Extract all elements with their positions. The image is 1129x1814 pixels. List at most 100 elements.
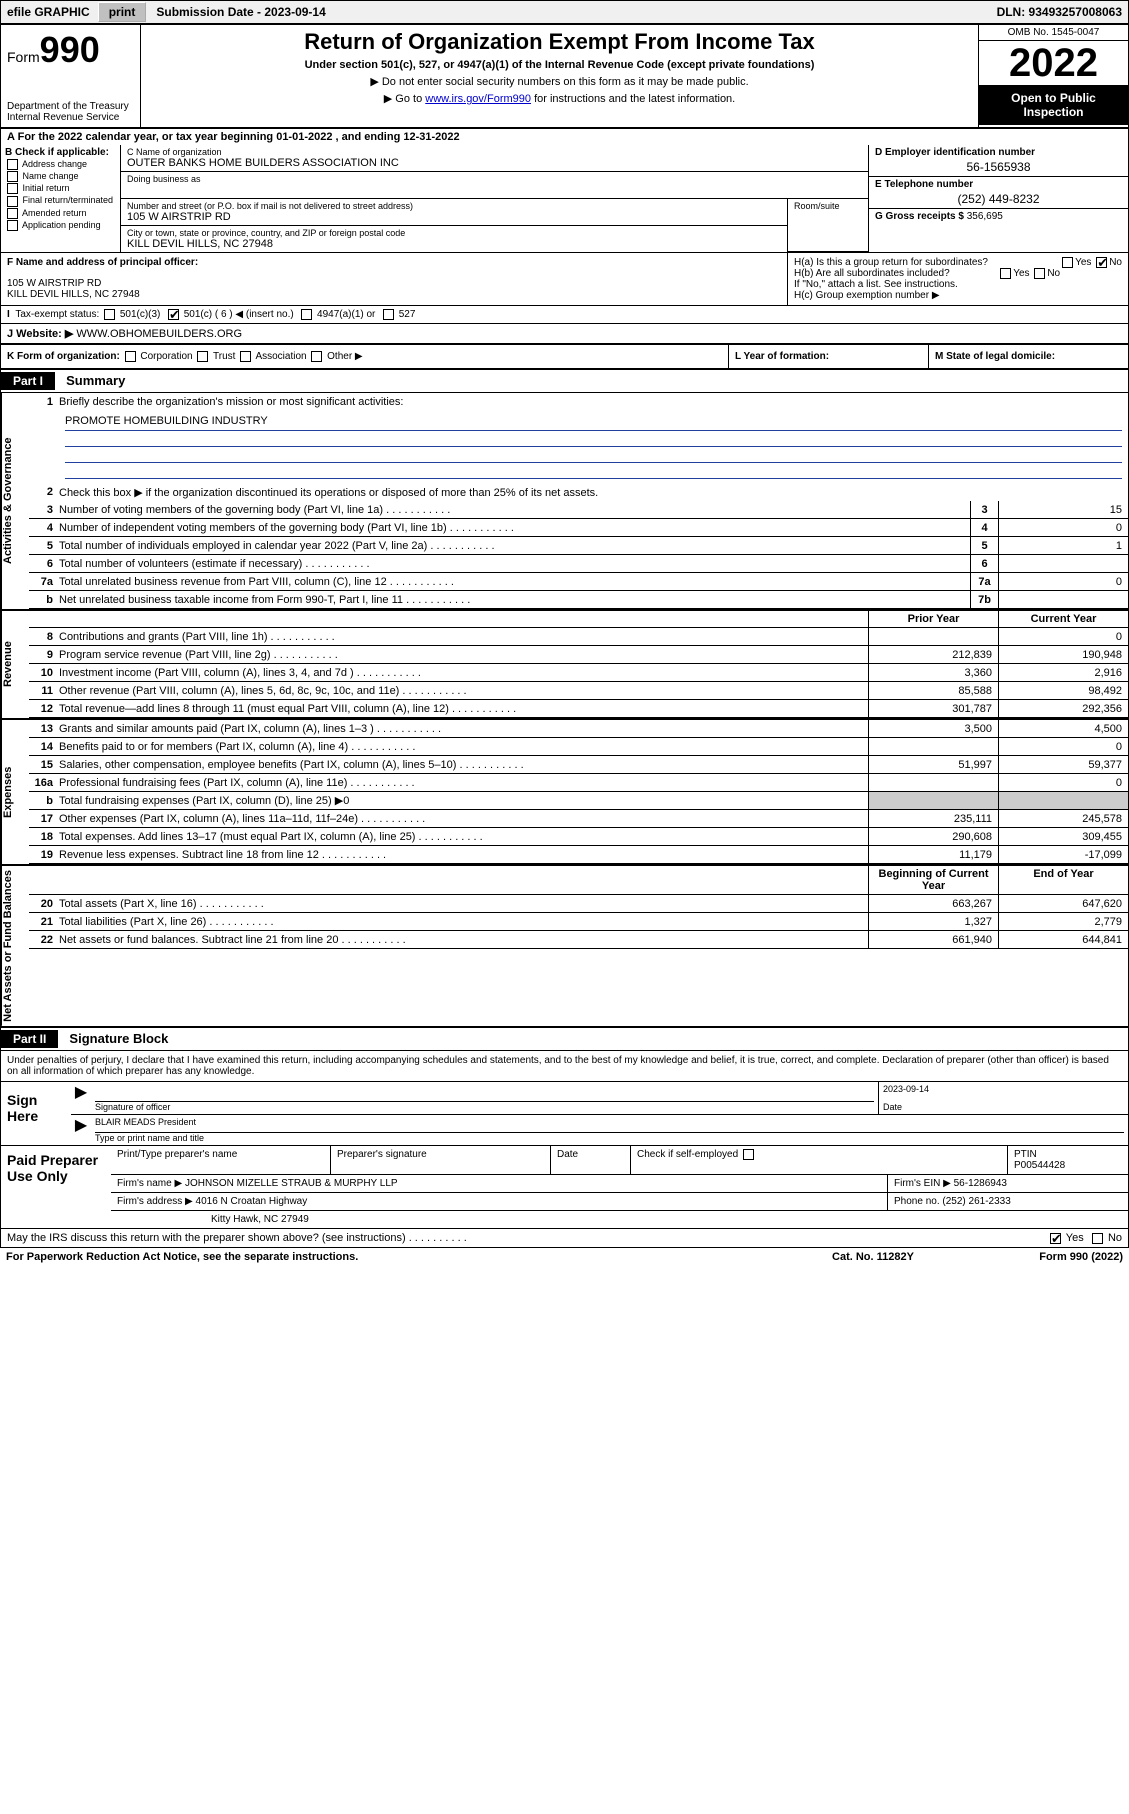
phone-box: E Telephone number (252) 449-8232	[869, 177, 1128, 209]
date-label: Date	[883, 1102, 902, 1112]
gov-line-7b: bNet unrelated business taxable income f…	[29, 591, 1128, 609]
goto-post: for instructions and the latest informat…	[531, 93, 735, 105]
prep-line2: Firm's name ▶ JOHNSON MIZELLE STRAUB & M…	[111, 1175, 1128, 1193]
col-D: D Employer identification number 56-1565…	[868, 145, 1128, 252]
header-left: Form990 Department of the Treasury Inter…	[1, 25, 141, 127]
page-footer: For Paperwork Reduction Act Notice, see …	[0, 1248, 1129, 1266]
chk-self-emp[interactable]	[743, 1149, 754, 1160]
chk-initial-return[interactable]: Initial return	[5, 183, 116, 194]
irs-link[interactable]: www.irs.gov/Form990	[425, 93, 531, 105]
rev-lines-10: 10Investment income (Part VIII, column (…	[29, 664, 1128, 682]
net-lines-21: 21Total liabilities (Part X, line 26)1,3…	[29, 913, 1128, 931]
firm-addr2: Kitty Hawk, NC 27949	[111, 1211, 1128, 1228]
discuss-yes[interactable]	[1050, 1233, 1061, 1244]
hb-no[interactable]	[1034, 268, 1045, 279]
org-name: OUTER BANKS HOME BUILDERS ASSOCIATION IN…	[127, 157, 862, 169]
ein-box: D Employer identification number 56-1565…	[869, 145, 1128, 177]
insert-no: ( 6 ) ◀ (insert no.)	[215, 309, 294, 320]
M-label: M State of legal domicile:	[935, 351, 1055, 362]
sig-label: Signature of officer	[95, 1102, 170, 1112]
K-form-org: K Form of organization: Corporation Trus…	[1, 345, 728, 368]
vtab-gov: Activities & Governance	[1, 393, 29, 609]
arrow-icon: ▶	[71, 1082, 91, 1114]
chk-assoc[interactable]	[240, 351, 251, 362]
form-word: Form	[7, 49, 40, 65]
col-C: C Name of organization OUTER BANKS HOME …	[121, 145, 868, 252]
gov-section: Activities & Governance 1 Briefly descri…	[1, 393, 1128, 611]
prep-sig-lbl: Preparer's signature	[331, 1146, 551, 1174]
form-num: 990	[40, 29, 100, 70]
chk-amended[interactable]: Amended return	[5, 208, 116, 219]
part1-badge: Part I	[1, 372, 55, 390]
discuss-no[interactable]	[1092, 1233, 1103, 1244]
gov-line-6: 6Total number of volunteers (estimate if…	[29, 555, 1128, 573]
section-BCD: B Check if applicable: Address change Na…	[1, 145, 1128, 253]
exp-lines-17: 17Other expenses (Part IX, column (A), l…	[29, 810, 1128, 828]
part2-badge: Part II	[1, 1030, 58, 1048]
print-button[interactable]: print	[98, 2, 147, 22]
phone-label: E Telephone number	[875, 179, 973, 190]
chk-trust[interactable]	[197, 351, 208, 362]
chk-527[interactable]	[383, 309, 394, 320]
exp-section: Expenses 13Grants and similar amounts pa…	[1, 720, 1128, 866]
firm-name: Firm's name ▶ JOHNSON MIZELLE STRAUB & M…	[111, 1175, 888, 1192]
K-label: K Form of organization:	[7, 351, 120, 362]
chk-501c3[interactable]	[104, 309, 115, 320]
chk-4947[interactable]	[301, 309, 312, 320]
sign-here-label: Sign Here	[1, 1082, 71, 1145]
Hb-note: If "No," attach a list. See instructions…	[794, 279, 1122, 290]
discuss-ans: Yes No	[1048, 1232, 1122, 1244]
chk-501c[interactable]	[168, 309, 179, 320]
preparer-row: Paid Preparer Use Only Print/Type prepar…	[1, 1145, 1128, 1228]
M-state: M State of legal domicile:	[928, 345, 1128, 368]
arrow-icon-2: ▶	[71, 1115, 91, 1145]
ha-no[interactable]	[1096, 257, 1107, 268]
chk-app-pending[interactable]: Application pending	[5, 220, 116, 231]
dba-value	[127, 184, 862, 196]
col-H: H(a) Is this a group return for subordin…	[788, 253, 1128, 305]
gross-label: G Gross receipts $	[875, 211, 964, 222]
dba-label: Doing business as	[127, 174, 862, 184]
addr-box: Number and street (or P.O. box if mail i…	[121, 199, 868, 252]
chk-other[interactable]	[311, 351, 322, 362]
prep-line4: Kitty Hawk, NC 27949	[111, 1211, 1128, 1228]
city-value: KILL DEVIL HILLS, NC 27948	[127, 238, 781, 250]
chk-address-change[interactable]: Address change	[5, 159, 116, 170]
gov-line-7a: 7aTotal unrelated business revenue from …	[29, 573, 1128, 591]
chk-name-change[interactable]: Name change	[5, 171, 116, 182]
current-year-hdr: Current Year	[998, 611, 1128, 627]
form-number: Form990	[7, 29, 134, 71]
sig-date: 2023-09-14 Date	[878, 1082, 1128, 1114]
line1: 1 Briefly describe the organization's mi…	[29, 393, 1128, 411]
net-hdr: Beginning of Current Year End of Year	[29, 866, 1128, 895]
prep-line1: Print/Type preparer's name Preparer's si…	[111, 1146, 1128, 1175]
officer-name: BLAIR MEADS President	[95, 1117, 1124, 1133]
form-ref: Form 990 (2022)	[973, 1251, 1123, 1263]
col-F: F Name and address of principal officer:…	[1, 253, 788, 305]
part2-title: Signature Block	[61, 1031, 168, 1046]
tax-status-row: I Tax-exempt status: 501(c)(3) 501(c) ( …	[1, 306, 1128, 324]
form-subtitle: Under section 501(c), 527, or 4947(a)(1)…	[149, 59, 970, 71]
chk-final-return[interactable]: Final return/terminated	[5, 195, 116, 206]
L-label: L Year of formation:	[735, 351, 829, 362]
exp-lines-18: 18Total expenses. Add lines 13–17 (must …	[29, 828, 1128, 846]
chk-corp[interactable]	[125, 351, 136, 362]
note-goto: ▶ Go to www.irs.gov/Form990 for instruct…	[149, 92, 970, 105]
Ha: H(a) Is this a group return for subordin…	[794, 257, 1122, 268]
vtab-rev: Revenue	[1, 611, 29, 718]
dln: DLN: 93493257008063	[997, 5, 1128, 19]
section-FGH: F Name and address of principal officer:…	[1, 253, 1128, 306]
goto-pre: ▶ Go to	[384, 93, 425, 105]
vtab-exp: Expenses	[1, 720, 29, 864]
hb-yes[interactable]	[1000, 268, 1011, 279]
ptin-box: PTINP00544428	[1008, 1146, 1128, 1174]
ha-yes[interactable]	[1062, 257, 1073, 268]
name-label: C Name of organization	[127, 147, 862, 157]
phone-value: (252) 449-8232	[875, 192, 1122, 206]
note-ssn: ▶ Do not enter social security numbers o…	[149, 75, 970, 88]
website-row: J Website: ▶ WWW.OBHOMEBUILDERS.ORG	[1, 324, 1128, 345]
rev-hdr: Prior Year Current Year	[29, 611, 1128, 628]
rev-lines-11: 11Other revenue (Part VIII, column (A), …	[29, 682, 1128, 700]
mission-blank1	[65, 431, 1122, 447]
header-middle: Return of Organization Exempt From Incom…	[141, 25, 978, 127]
